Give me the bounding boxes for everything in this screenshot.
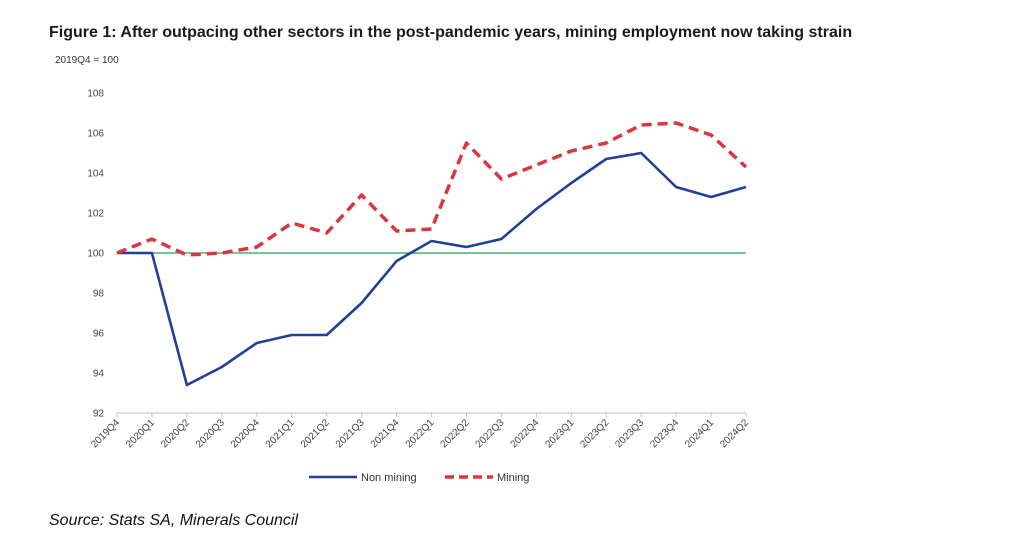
x-tick-label: 2021Q3 bbox=[334, 417, 367, 450]
x-tick-label: 2023Q2 bbox=[578, 417, 611, 450]
chart-title: Figure 1: After outpacing other sectors … bbox=[49, 24, 853, 41]
x-axis-ticks: 2019Q4 2020Q1 2020Q2 2020Q3 2020Q4 2021Q1 2021… bbox=[89, 417, 751, 450]
y-tick-label: 100 bbox=[87, 249, 104, 260]
y-tick-label: 98 bbox=[93, 289, 105, 300]
legend-label: Mining bbox=[497, 472, 529, 484]
x-tick-label: 2022Q2 bbox=[439, 417, 472, 450]
x-tick-label: 2022Q3 bbox=[474, 417, 507, 450]
y-tick-label: 102 bbox=[87, 209, 104, 220]
y-axis-ticks: 92 94 96 98 100 102 104 106 108 bbox=[87, 89, 104, 420]
x-tick-label: 2020Q2 bbox=[159, 417, 192, 450]
x-tick-label: 2022Q4 bbox=[509, 417, 542, 450]
x-tick-label: 2021Q4 bbox=[369, 417, 402, 450]
y-tick-label: 106 bbox=[87, 129, 104, 140]
series-line-non-mining bbox=[117, 151, 747, 387]
y-tick-label: 92 bbox=[93, 409, 105, 420]
y-axis-unit-label: 2019Q4 = 100 bbox=[55, 55, 119, 66]
legend: Non mining Mining bbox=[309, 472, 529, 484]
y-tick-label: 96 bbox=[93, 329, 105, 340]
x-tick-label: 2022Q1 bbox=[404, 417, 437, 450]
y-tick-label: 104 bbox=[87, 169, 104, 180]
series-line-mining bbox=[116, 121, 748, 257]
x-tick-label: 2020Q3 bbox=[194, 417, 227, 450]
x-tick-label: 2021Q1 bbox=[264, 417, 297, 450]
x-tick-label: 2020Q1 bbox=[124, 417, 157, 450]
x-tick-label: 2019Q4 bbox=[89, 417, 122, 450]
x-axis bbox=[116, 412, 747, 417]
x-tick-label: 2021Q2 bbox=[299, 417, 332, 450]
x-tick-label: 2020Q4 bbox=[229, 417, 262, 450]
y-tick-label: 108 bbox=[87, 89, 104, 100]
x-tick-label: 2024Q1 bbox=[683, 417, 716, 450]
x-tick-label: 2023Q3 bbox=[613, 417, 646, 450]
x-tick-label: 2024Q2 bbox=[718, 417, 751, 450]
y-tick-label: 94 bbox=[93, 369, 105, 380]
series-group bbox=[116, 121, 748, 387]
legend-label: Non mining bbox=[361, 472, 417, 484]
x-tick-label: 2023Q4 bbox=[648, 417, 681, 450]
x-tick-label: 2023Q1 bbox=[543, 417, 576, 450]
source-note: Source: Stats SA, Minerals Council bbox=[49, 512, 298, 529]
